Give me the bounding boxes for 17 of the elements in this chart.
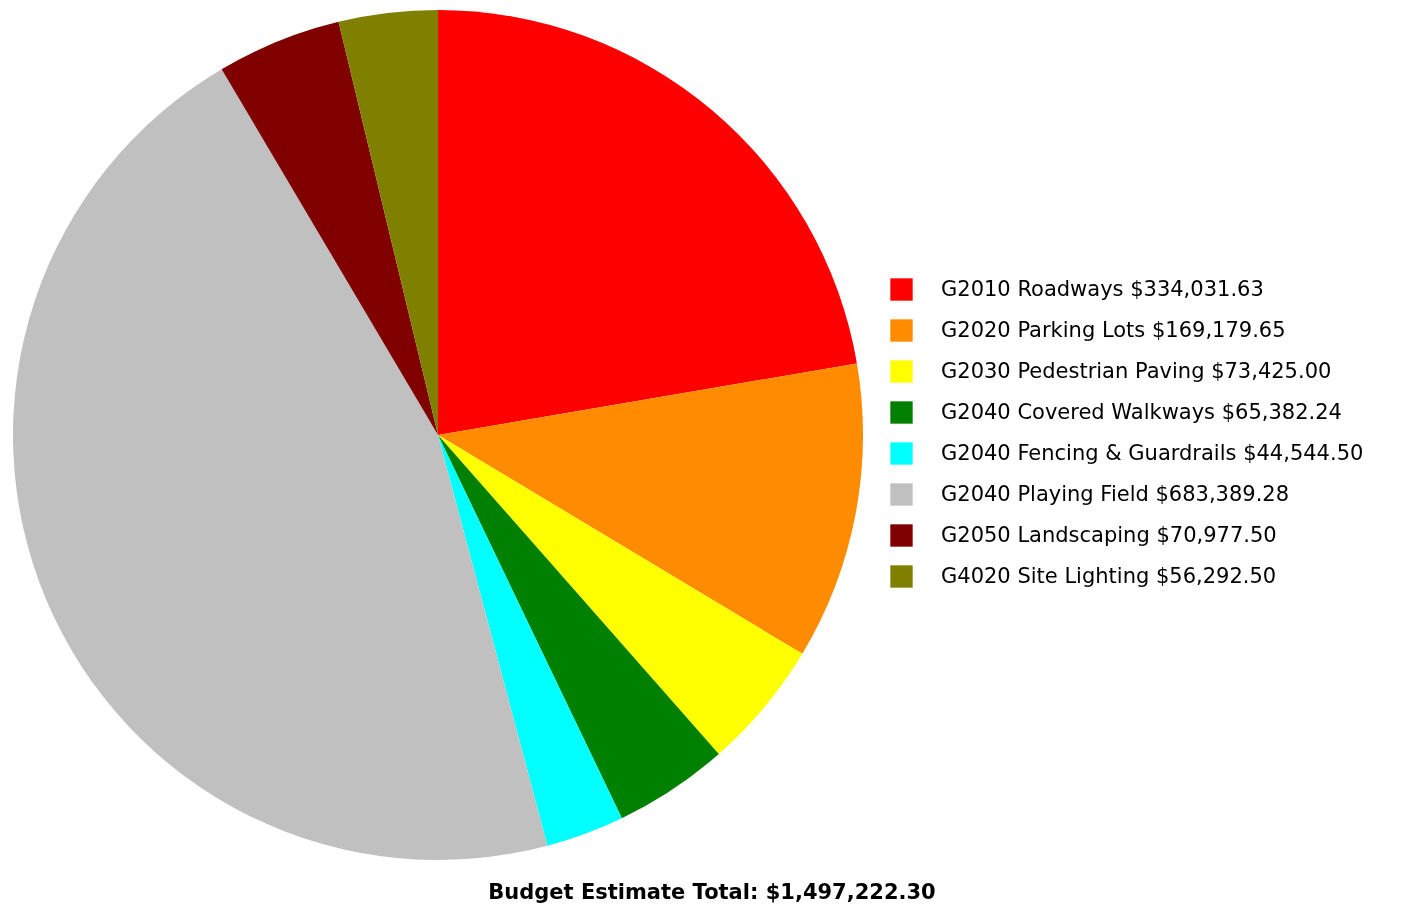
pie-slice [438, 435, 622, 846]
legend-label: G2040 Covered Walkways $65,382.24 [941, 399, 1342, 424]
pie-slice [438, 435, 803, 755]
pie-slice [438, 363, 863, 654]
pie-slice [13, 69, 548, 860]
pie-slice [221, 21, 438, 435]
pie-slice [438, 10, 857, 435]
pie-slice [438, 435, 719, 819]
pie-slice [338, 10, 438, 435]
legend-label: G2040 Fencing & Guardrails $44,544.50 [941, 440, 1364, 465]
legend-label: G2020 Parking Lots $169,179.65 [941, 317, 1286, 342]
legend-label: G2030 Pedestrian Paving $73,425.00 [941, 358, 1332, 383]
legend-label: G2050 Landscaping $70,977.50 [941, 522, 1277, 547]
text: Budget Estimate Total: $1,497,222.30 [488, 880, 936, 904]
legend-label: G2040 Playing Field $683,389.28 [941, 481, 1290, 506]
legend-label: G2010 Roadways $334,031.63 [941, 276, 1264, 301]
legend-label: G4020 Site Lighting $56,292.50 [941, 563, 1277, 588]
